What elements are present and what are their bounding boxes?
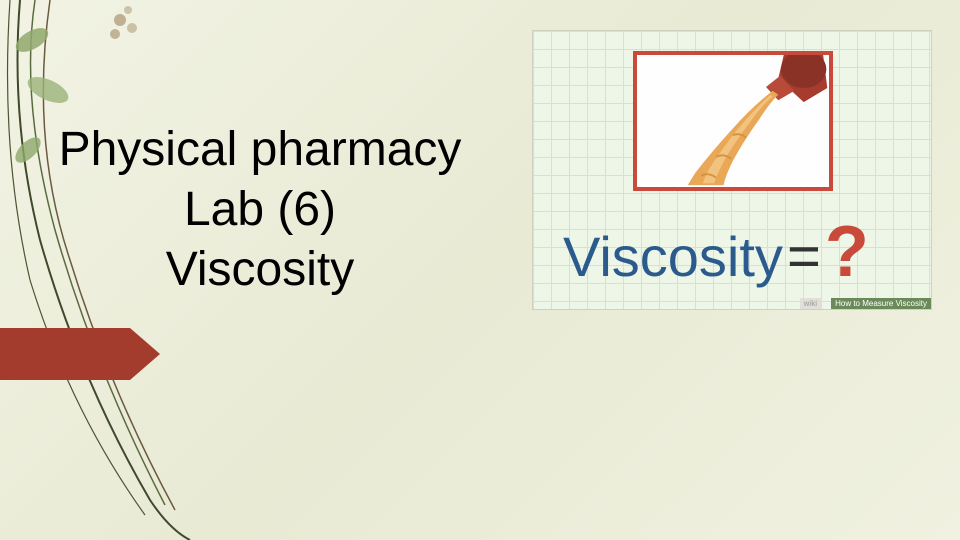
pour-box bbox=[633, 51, 833, 191]
viscosity-equation: Viscosity=? bbox=[563, 211, 869, 293]
viscosity-word: Viscosity bbox=[563, 225, 783, 288]
equals-sign: = bbox=[783, 224, 825, 289]
title-line-3: Viscosity bbox=[40, 240, 480, 300]
slide: Physical pharmacy Lab (6) Viscosity bbox=[0, 0, 960, 540]
slide-title: Physical pharmacy Lab (6) Viscosity bbox=[40, 120, 480, 300]
viscosity-illustration: Viscosity=? wiki How to Measure Viscosit… bbox=[532, 30, 932, 310]
title-line-2: Lab (6) bbox=[40, 180, 480, 240]
wiki-caption: How to Measure Viscosity bbox=[831, 298, 931, 309]
pour-svg bbox=[637, 55, 829, 187]
title-line-1: Physical pharmacy bbox=[40, 120, 480, 180]
accent-shape bbox=[0, 328, 160, 380]
wiki-prefix: wiki bbox=[800, 298, 821, 309]
question-mark: ? bbox=[825, 212, 869, 292]
